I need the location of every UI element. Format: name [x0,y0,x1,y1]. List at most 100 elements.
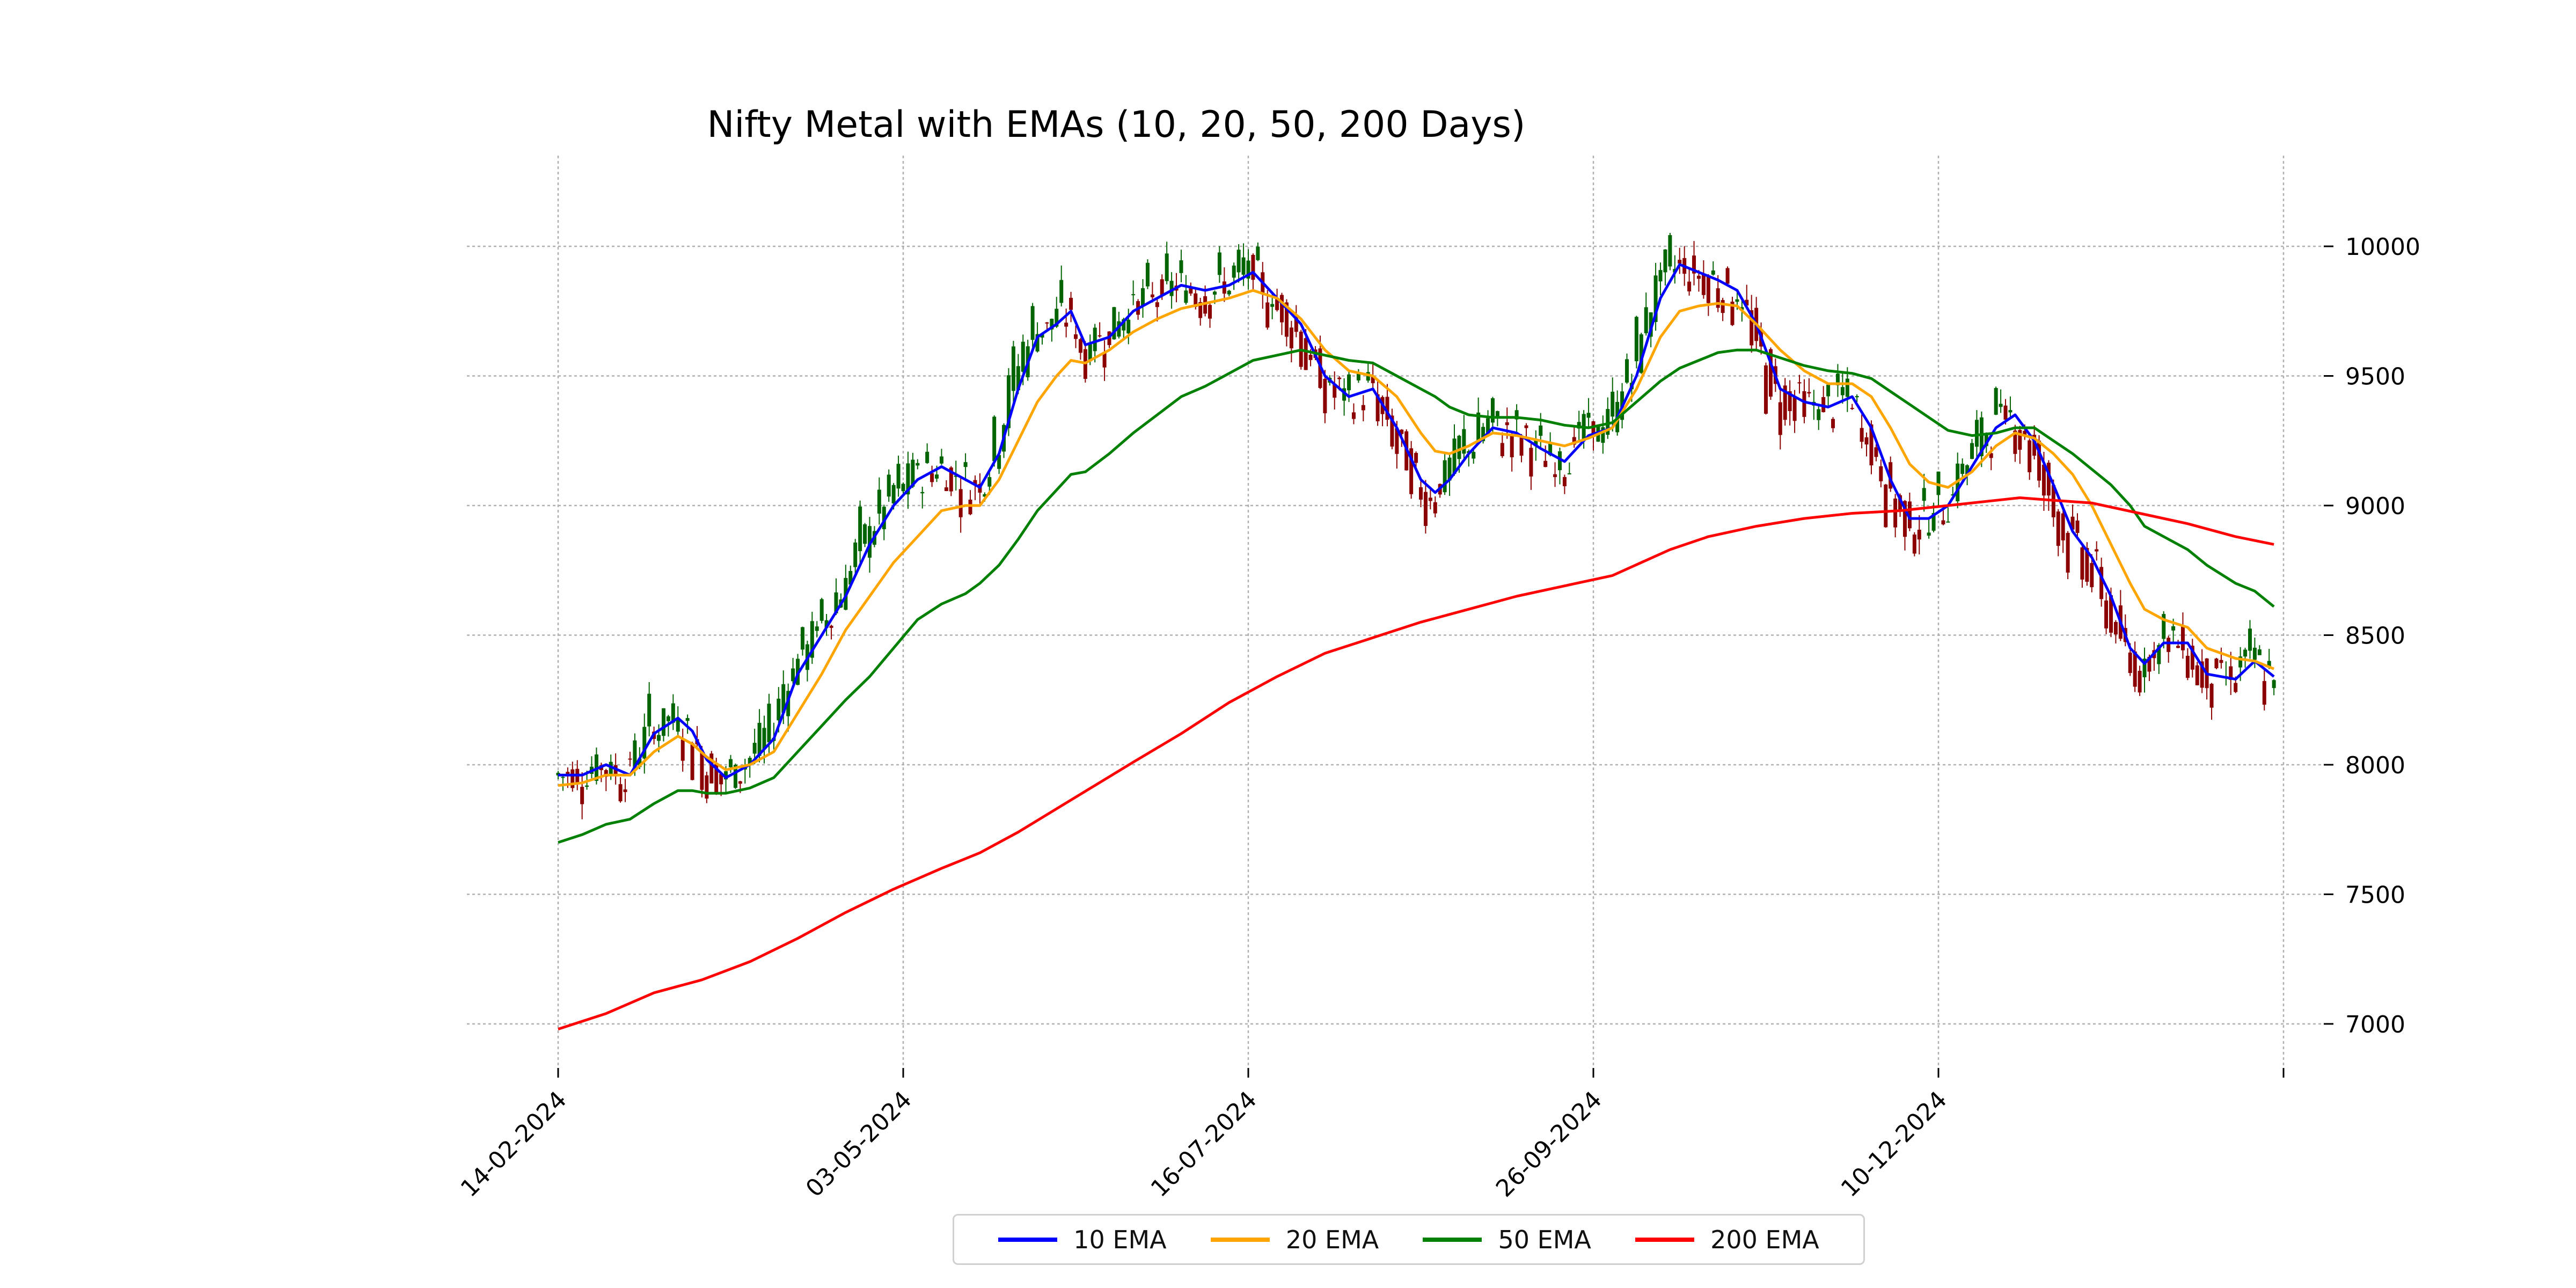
candle-body [1505,422,1509,426]
candle-body [1946,521,1950,523]
candle-body [1951,494,1955,496]
candle-body [1678,260,1682,264]
candle-body [2262,681,2266,705]
candle-body [1414,452,1418,463]
candle-body [2028,440,2032,472]
candle-body [896,464,901,489]
legend-label: 20 EMA [1285,1225,1379,1254]
candle-body [1692,255,1696,274]
candle-body [968,500,972,515]
candle-body [1730,302,1735,325]
ema-lines [558,263,2275,1030]
candle-body [1194,293,1198,307]
candle-body [777,698,781,721]
candle-body [2219,660,2223,663]
candle-body [1869,424,1874,466]
candle-body [1706,276,1710,303]
candle-body [2229,666,2233,680]
candle-body [1476,412,1481,443]
candle-body [1351,412,1356,419]
x-tick-label: 14-02-2024 [456,1086,572,1203]
candle-body [1931,513,1936,531]
candle-body [1725,268,1730,284]
candle-body [685,718,690,721]
ema-line-10-ema [558,263,2275,779]
candle-body [1543,460,1548,467]
legend-swatch [1210,1237,1270,1242]
candle-body [901,484,905,492]
candle-body [1644,307,1648,333]
candle-body [1308,354,1313,360]
candle-body [1212,291,1217,295]
candle-body [2138,670,2142,693]
candle-body [819,599,824,621]
candle-body [834,592,838,613]
candle-body [729,759,733,767]
candle-body [1658,270,1663,282]
candle-body [1835,374,1840,385]
candle-body [1625,359,1629,383]
candle-body [1021,341,1025,372]
candle-body [1189,288,1193,294]
candle-body [1131,294,1136,296]
legend-swatch [1423,1237,1482,1242]
candle-body [2003,405,2008,420]
candle-body [877,489,881,514]
candle-body [1696,275,1701,279]
candle-body [733,765,737,788]
candle-body [1078,339,1082,353]
candle-body [1045,322,1049,324]
candle-body [1016,366,1020,391]
candle-body [1097,335,1102,336]
candle-body [863,524,867,544]
candle-body [911,459,915,487]
candle-body [1864,437,1869,445]
candle-body [1936,471,1941,495]
candle-body [2075,520,2080,533]
candle-body [2257,649,2262,655]
candle-body [671,703,675,723]
x-tick-label: 03-05-2024 [801,1086,917,1203]
candle-body [2171,626,2176,631]
candle-body [1562,477,1567,486]
candle-body [1519,437,1524,456]
candle-body [853,542,858,567]
ema-line-20-ema [558,289,2275,787]
candle-body [1457,436,1461,459]
candle-body [1984,434,1988,447]
candle-body [1879,466,1883,481]
y-axis: 7000 7500 8000 8500 9000 9500 10000 [2324,233,2420,1038]
legend: 10 EMA 20 EMA 50 EMA 200 EMA [953,1214,1865,1265]
candle-body [848,570,853,585]
candle-body [714,764,719,794]
candle-body [2056,511,2060,546]
candle-body [1831,419,1835,428]
legend-item-20-ema: 20 EMA [1210,1225,1379,1254]
candle-body [1941,520,1945,525]
candle-body [1898,495,1902,512]
candle-body [1860,428,1864,442]
candle-body [1265,302,1270,328]
candle-body [858,506,862,551]
candle-body [1768,349,1773,397]
candle-body [628,758,632,760]
candle-body [1284,302,1289,337]
legend-swatch [998,1237,1058,1242]
candle-body [1251,254,1255,280]
candle-body [2046,463,2051,496]
candle-body [1117,321,1121,337]
candle-body [2041,464,2046,496]
candle-body [1979,417,1984,457]
candle-body [561,777,565,778]
candle-body [1606,409,1610,435]
candle-body [1347,374,1351,391]
candle-body [1649,312,1653,337]
candle-body [1490,398,1495,423]
candle-body [1256,246,1260,260]
candle-body [1280,295,1284,323]
candle-body [1155,302,1159,308]
candle-body [2032,435,2037,456]
candle-body [1611,391,1615,417]
candle-body [2128,652,2132,673]
candle-body [2195,665,2199,685]
